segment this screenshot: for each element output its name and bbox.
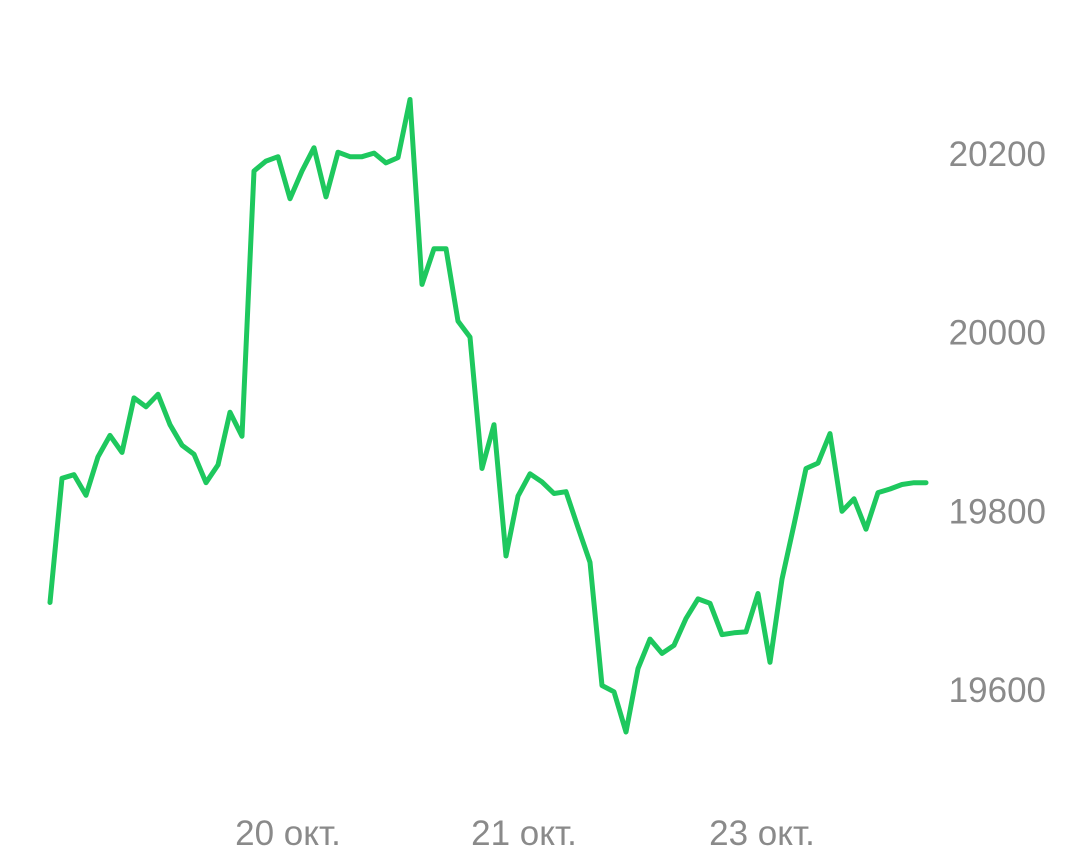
x-tick-label: 23 окт. (709, 814, 815, 853)
x-axis-ticks: 20 окт. 21 окт. 23 окт. (235, 814, 815, 853)
price-line (47, 97, 929, 735)
series-layer (47, 97, 929, 735)
y-tick-label: 20200 (949, 135, 1046, 174)
y-tick-label: 20000 (949, 314, 1046, 353)
x-tick-label: 21 окт. (471, 814, 577, 853)
y-tick-label: 19600 (949, 671, 1046, 710)
y-axis-ticks: 20200 20000 19800 19600 (949, 135, 1046, 710)
x-tick-label: 20 окт. (235, 814, 341, 853)
y-tick-label: 19800 (949, 492, 1046, 531)
